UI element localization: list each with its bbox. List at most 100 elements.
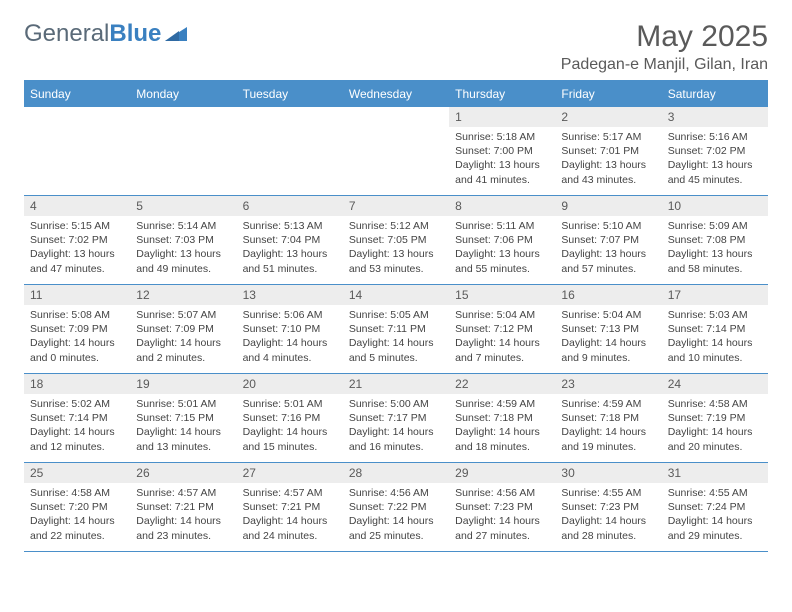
dow-header-cell: Saturday (662, 81, 768, 107)
day-cell: 25Sunrise: 4:58 AMSunset: 7:20 PMDayligh… (24, 463, 130, 551)
day-cell: 30Sunrise: 4:55 AMSunset: 7:23 PMDayligh… (555, 463, 661, 551)
day-number (237, 107, 343, 127)
day-cell (130, 107, 236, 195)
day-number: 8 (449, 196, 555, 216)
day-number: 24 (662, 374, 768, 394)
day-number: 15 (449, 285, 555, 305)
day-cell: 24Sunrise: 4:58 AMSunset: 7:19 PMDayligh… (662, 374, 768, 462)
day-number: 22 (449, 374, 555, 394)
day-cell: 6Sunrise: 5:13 AMSunset: 7:04 PMDaylight… (237, 196, 343, 284)
day-cell (237, 107, 343, 195)
day-body: Sunrise: 5:02 AMSunset: 7:14 PMDaylight:… (24, 394, 130, 460)
day-number: 19 (130, 374, 236, 394)
day-body: Sunrise: 5:17 AMSunset: 7:01 PMDaylight:… (555, 127, 661, 193)
day-body: Sunrise: 5:04 AMSunset: 7:13 PMDaylight:… (555, 305, 661, 371)
day-cell: 26Sunrise: 4:57 AMSunset: 7:21 PMDayligh… (130, 463, 236, 551)
day-body: Sunrise: 4:55 AMSunset: 7:24 PMDaylight:… (662, 483, 768, 549)
day-cell: 7Sunrise: 5:12 AMSunset: 7:05 PMDaylight… (343, 196, 449, 284)
logo: GeneralBlue (24, 20, 187, 48)
day-cell: 20Sunrise: 5:01 AMSunset: 7:16 PMDayligh… (237, 374, 343, 462)
day-body: Sunrise: 5:10 AMSunset: 7:07 PMDaylight:… (555, 216, 661, 282)
day-body: Sunrise: 4:56 AMSunset: 7:23 PMDaylight:… (449, 483, 555, 549)
day-body: Sunrise: 5:06 AMSunset: 7:10 PMDaylight:… (237, 305, 343, 371)
day-body: Sunrise: 4:57 AMSunset: 7:21 PMDaylight:… (237, 483, 343, 549)
day-number: 29 (449, 463, 555, 483)
day-body: Sunrise: 5:07 AMSunset: 7:09 PMDaylight:… (130, 305, 236, 371)
day-body: Sunrise: 4:58 AMSunset: 7:19 PMDaylight:… (662, 394, 768, 460)
week-row: 11Sunrise: 5:08 AMSunset: 7:09 PMDayligh… (24, 285, 768, 374)
day-cell: 17Sunrise: 5:03 AMSunset: 7:14 PMDayligh… (662, 285, 768, 373)
day-body: Sunrise: 4:59 AMSunset: 7:18 PMDaylight:… (449, 394, 555, 460)
day-cell: 19Sunrise: 5:01 AMSunset: 7:15 PMDayligh… (130, 374, 236, 462)
day-number: 30 (555, 463, 661, 483)
day-body: Sunrise: 5:15 AMSunset: 7:02 PMDaylight:… (24, 216, 130, 282)
day-number: 11 (24, 285, 130, 305)
day-number: 25 (24, 463, 130, 483)
day-body: Sunrise: 5:09 AMSunset: 7:08 PMDaylight:… (662, 216, 768, 282)
day-number: 23 (555, 374, 661, 394)
day-body: Sunrise: 5:03 AMSunset: 7:14 PMDaylight:… (662, 305, 768, 371)
title-block: May 2025 Padegan-e Manjil, Gilan, Iran (561, 20, 768, 74)
day-cell: 31Sunrise: 4:55 AMSunset: 7:24 PMDayligh… (662, 463, 768, 551)
day-body: Sunrise: 5:01 AMSunset: 7:15 PMDaylight:… (130, 394, 236, 460)
day-cell: 21Sunrise: 5:00 AMSunset: 7:17 PMDayligh… (343, 374, 449, 462)
day-body: Sunrise: 5:08 AMSunset: 7:09 PMDaylight:… (24, 305, 130, 371)
day-cell: 8Sunrise: 5:11 AMSunset: 7:06 PMDaylight… (449, 196, 555, 284)
day-number: 5 (130, 196, 236, 216)
day-body: Sunrise: 4:57 AMSunset: 7:21 PMDaylight:… (130, 483, 236, 549)
triangle-icon (165, 20, 187, 48)
day-body: Sunrise: 5:01 AMSunset: 7:16 PMDaylight:… (237, 394, 343, 460)
day-number (24, 107, 130, 127)
day-number: 2 (555, 107, 661, 127)
day-body: Sunrise: 5:16 AMSunset: 7:02 PMDaylight:… (662, 127, 768, 193)
day-cell: 16Sunrise: 5:04 AMSunset: 7:13 PMDayligh… (555, 285, 661, 373)
day-cell: 15Sunrise: 5:04 AMSunset: 7:12 PMDayligh… (449, 285, 555, 373)
day-body: Sunrise: 5:14 AMSunset: 7:03 PMDaylight:… (130, 216, 236, 282)
day-body: Sunrise: 4:55 AMSunset: 7:23 PMDaylight:… (555, 483, 661, 549)
day-cell: 10Sunrise: 5:09 AMSunset: 7:08 PMDayligh… (662, 196, 768, 284)
dow-header-cell: Friday (555, 81, 661, 107)
day-number: 28 (343, 463, 449, 483)
day-number: 12 (130, 285, 236, 305)
day-number: 27 (237, 463, 343, 483)
day-number: 14 (343, 285, 449, 305)
day-cell: 29Sunrise: 4:56 AMSunset: 7:23 PMDayligh… (449, 463, 555, 551)
day-number (343, 107, 449, 127)
logo-text-general: General (24, 20, 109, 48)
day-number: 31 (662, 463, 768, 483)
week-row: 1Sunrise: 5:18 AMSunset: 7:00 PMDaylight… (24, 107, 768, 196)
calendar: SundayMondayTuesdayWednesdayThursdayFrid… (24, 80, 768, 552)
day-number: 3 (662, 107, 768, 127)
day-cell: 18Sunrise: 5:02 AMSunset: 7:14 PMDayligh… (24, 374, 130, 462)
day-number: 13 (237, 285, 343, 305)
day-number: 20 (237, 374, 343, 394)
day-cell: 1Sunrise: 5:18 AMSunset: 7:00 PMDaylight… (449, 107, 555, 195)
day-cell: 14Sunrise: 5:05 AMSunset: 7:11 PMDayligh… (343, 285, 449, 373)
day-number: 17 (662, 285, 768, 305)
day-cell: 27Sunrise: 4:57 AMSunset: 7:21 PMDayligh… (237, 463, 343, 551)
day-number: 18 (24, 374, 130, 394)
day-body: Sunrise: 5:11 AMSunset: 7:06 PMDaylight:… (449, 216, 555, 282)
day-number: 16 (555, 285, 661, 305)
day-cell: 4Sunrise: 5:15 AMSunset: 7:02 PMDaylight… (24, 196, 130, 284)
day-number: 21 (343, 374, 449, 394)
dow-header-cell: Tuesday (237, 81, 343, 107)
day-body: Sunrise: 5:00 AMSunset: 7:17 PMDaylight:… (343, 394, 449, 460)
month-title: May 2025 (561, 20, 768, 54)
day-number: 7 (343, 196, 449, 216)
dow-header-cell: Monday (130, 81, 236, 107)
day-number: 10 (662, 196, 768, 216)
week-row: 25Sunrise: 4:58 AMSunset: 7:20 PMDayligh… (24, 463, 768, 552)
day-cell: 11Sunrise: 5:08 AMSunset: 7:09 PMDayligh… (24, 285, 130, 373)
header: GeneralBlue May 2025 Padegan-e Manjil, G… (24, 20, 768, 74)
dow-header-cell: Thursday (449, 81, 555, 107)
day-body: Sunrise: 5:13 AMSunset: 7:04 PMDaylight:… (237, 216, 343, 282)
day-body: Sunrise: 4:58 AMSunset: 7:20 PMDaylight:… (24, 483, 130, 549)
dow-header-cell: Wednesday (343, 81, 449, 107)
day-cell (343, 107, 449, 195)
day-body: Sunrise: 5:04 AMSunset: 7:12 PMDaylight:… (449, 305, 555, 371)
day-cell: 5Sunrise: 5:14 AMSunset: 7:03 PMDaylight… (130, 196, 236, 284)
logo-text-blue: Blue (109, 20, 161, 48)
week-row: 4Sunrise: 5:15 AMSunset: 7:02 PMDaylight… (24, 196, 768, 285)
day-body: Sunrise: 4:56 AMSunset: 7:22 PMDaylight:… (343, 483, 449, 549)
